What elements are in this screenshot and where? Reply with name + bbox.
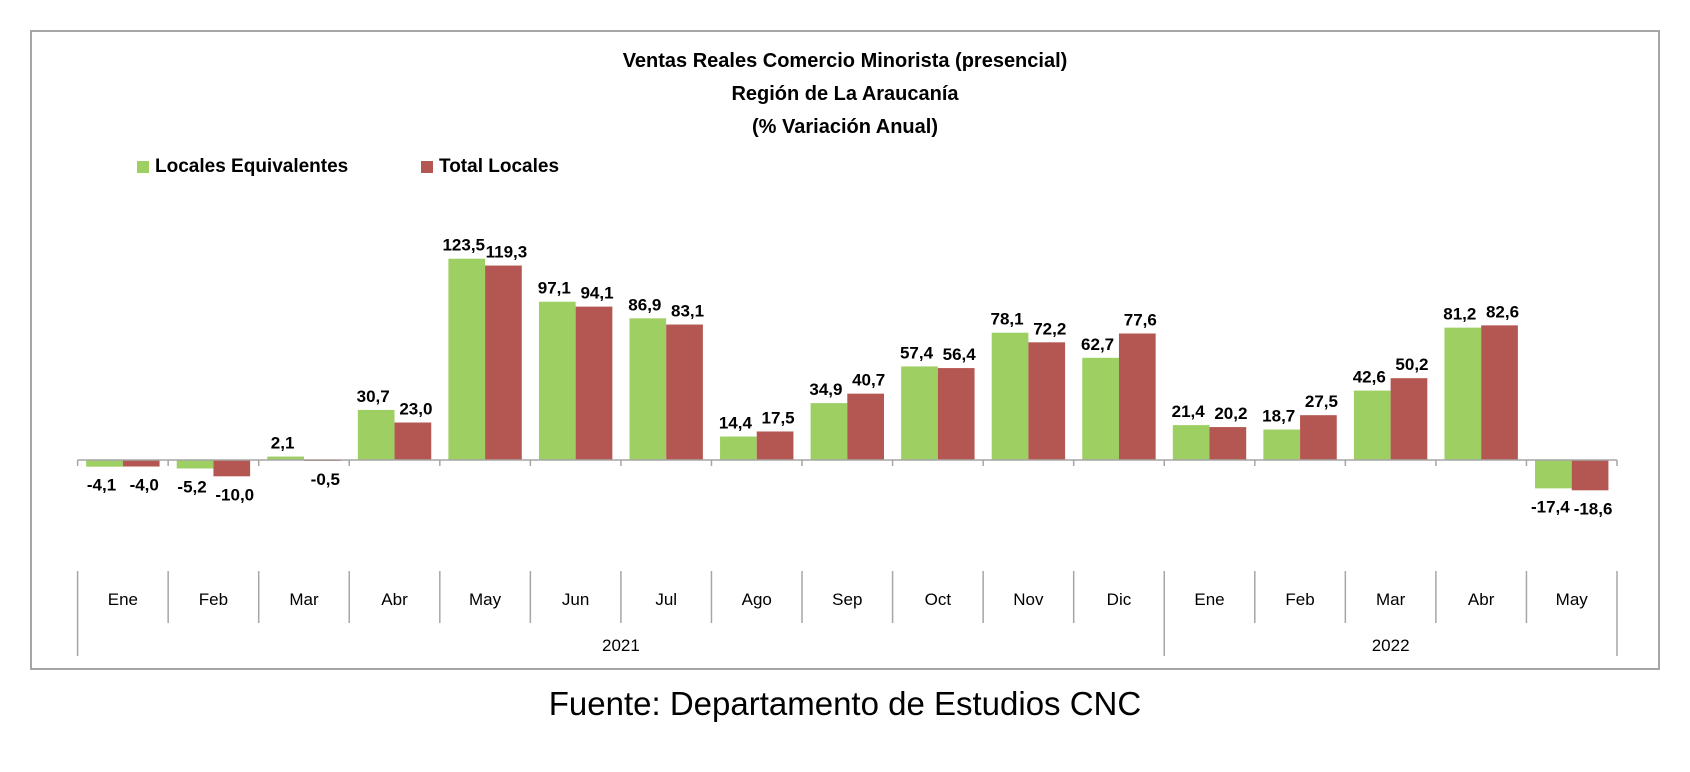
x-tick-label: Ene xyxy=(1194,590,1224,609)
x-tick-label: Dic xyxy=(1107,590,1132,609)
x-tick-label: Nov xyxy=(1013,590,1044,609)
data-label: 81,2 xyxy=(1443,305,1476,324)
data-label: 78,1 xyxy=(991,310,1024,329)
x-tick-label: Ene xyxy=(108,590,138,609)
bar-total-locales xyxy=(575,306,613,460)
legend-item-total-locales: Total Locales xyxy=(421,156,559,178)
x-tick-label: Oct xyxy=(925,590,952,609)
bar-total-locales xyxy=(666,324,703,460)
year-label: 2022 xyxy=(1372,636,1410,655)
bar-total-locales xyxy=(122,460,160,467)
data-label: 23,0 xyxy=(399,400,432,419)
bar-locales-equivalentes xyxy=(991,332,1029,460)
bar-locales-equivalentes xyxy=(448,258,486,460)
data-label: 34,9 xyxy=(809,380,842,399)
bar-total-locales xyxy=(1390,378,1428,460)
data-label: 20,2 xyxy=(1214,404,1247,423)
x-tick-label: Feb xyxy=(199,590,228,609)
chart-title-line-3: (% Variación Anual) xyxy=(752,116,938,138)
data-label: 94,1 xyxy=(580,284,613,303)
data-label: 123,5 xyxy=(442,236,485,255)
bar-total-locales xyxy=(1209,427,1247,460)
legend-swatch-red xyxy=(421,161,433,173)
bar-locales-equivalentes xyxy=(901,366,938,460)
data-label: 86,9 xyxy=(628,295,661,314)
x-tick-label: May xyxy=(469,590,502,609)
data-label: 119,3 xyxy=(486,243,528,262)
data-label: -0,5 xyxy=(311,470,340,489)
bar-locales-equivalentes xyxy=(176,460,214,469)
bar-total-locales xyxy=(937,368,975,460)
data-label: -4,1 xyxy=(87,476,116,495)
bar-locales-equivalentes xyxy=(1444,327,1482,460)
data-label: 57,4 xyxy=(900,343,934,362)
legend-swatch-green xyxy=(137,161,149,173)
bar-total-locales xyxy=(394,422,432,460)
data-label: 72,2 xyxy=(1033,319,1066,338)
data-label: 40,7 xyxy=(852,371,885,390)
data-label: 30,7 xyxy=(357,387,390,406)
bar-locales-equivalentes xyxy=(810,403,848,460)
x-tick-label: Mar xyxy=(1376,590,1406,609)
bar-locales-equivalentes xyxy=(86,460,123,467)
data-label: 2,1 xyxy=(271,434,295,453)
data-label: -17,4 xyxy=(1531,497,1570,516)
data-label: 56,4 xyxy=(943,345,977,364)
bar-total-locales xyxy=(756,431,794,460)
x-tick-label: Abr xyxy=(1468,590,1495,609)
chart-title-line-1: Ventas Reales Comercio Minorista (presen… xyxy=(622,50,1068,72)
data-label: 42,6 xyxy=(1353,368,1386,387)
data-label: 17,5 xyxy=(762,408,795,427)
data-label: 21,4 xyxy=(1172,402,1206,421)
bar-locales-equivalentes xyxy=(1353,390,1391,460)
data-label: 27,5 xyxy=(1305,392,1338,411)
data-label: 14,4 xyxy=(719,414,753,433)
bar-locales-equivalentes xyxy=(357,409,395,460)
data-label: 50,2 xyxy=(1395,355,1428,374)
bar-total-locales xyxy=(213,460,251,477)
year-label: 2021 xyxy=(602,636,640,655)
legend-item-locales-equivalentes: Locales Equivalentes xyxy=(137,156,348,178)
bar-locales-equivalentes xyxy=(1172,425,1210,460)
x-tick-label: Ago xyxy=(742,590,772,609)
chart-title-line-2: Región de La Araucanía xyxy=(731,83,959,105)
x-tick-label: Mar xyxy=(289,590,319,609)
bar-locales-equivalentes xyxy=(1082,357,1119,460)
data-label: 77,6 xyxy=(1124,311,1157,330)
data-label: 97,1 xyxy=(538,279,571,298)
data-label: -10,0 xyxy=(215,485,254,504)
x-tick-label: Jul xyxy=(655,590,677,609)
bar-locales-equivalentes xyxy=(267,456,304,460)
bar-total-locales xyxy=(485,265,522,460)
data-label: 18,7 xyxy=(1262,407,1295,426)
bar-locales-equivalentes xyxy=(1263,429,1301,460)
bar-total-locales xyxy=(847,393,884,460)
x-tick-label: Sep xyxy=(832,590,862,609)
chart-frame xyxy=(30,30,1660,670)
x-tick-label: Jun xyxy=(562,590,589,609)
bar-locales-equivalentes xyxy=(538,301,576,460)
legend-label: Locales Equivalentes xyxy=(155,156,349,177)
bar-total-locales xyxy=(1028,342,1066,460)
data-label: -18,6 xyxy=(1574,499,1613,518)
legend-label: Total Locales xyxy=(439,156,560,177)
bar-locales-equivalentes xyxy=(720,436,757,460)
data-label: 62,7 xyxy=(1081,335,1114,354)
data-label: -4,0 xyxy=(130,476,159,495)
bar-total-locales xyxy=(1481,325,1518,460)
bar-locales-equivalentes xyxy=(629,318,667,460)
data-label: -5,2 xyxy=(177,477,206,496)
x-tick-label: Abr xyxy=(381,590,408,609)
bar-total-locales xyxy=(1571,460,1609,491)
x-tick-label: Feb xyxy=(1285,590,1314,609)
bar-locales-equivalentes xyxy=(1535,460,1572,489)
bar-total-locales xyxy=(1300,415,1337,460)
source-note: Fuente: Departamento de Estudios CNC xyxy=(548,685,1142,722)
x-tick-label: May xyxy=(1556,590,1589,609)
bar-total-locales xyxy=(1118,333,1156,460)
data-label: 83,1 xyxy=(671,302,704,321)
data-label: 82,6 xyxy=(1486,302,1519,321)
